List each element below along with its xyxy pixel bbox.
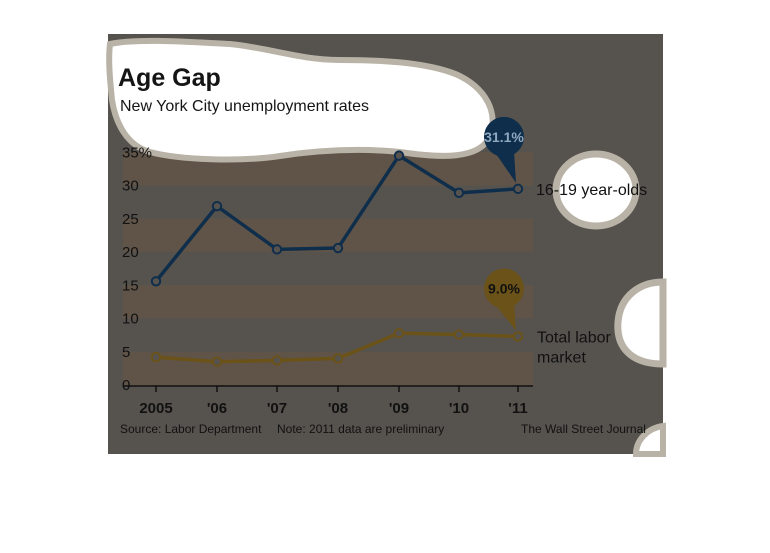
right-blob-top [552, 150, 640, 230]
x-axis: 2005 '06 '07 '08 '09 '10 '11 [123, 385, 533, 417]
series-1-point [332, 242, 344, 254]
y-axis-ticks: 35%302520151050 [122, 144, 152, 394]
grid-bands [123, 152, 533, 385]
x-tick-label: '10 [449, 400, 469, 417]
y-tick-label: 35% [122, 144, 152, 161]
grid-band-4 [123, 351, 533, 385]
callouts: 31.1% 9.0% [484, 116, 524, 331]
chart-subtitle: New York City unemployment rates [120, 98, 369, 115]
y-tick-label: 20 [122, 244, 139, 261]
right-blob-middle [614, 278, 667, 368]
series-1-point [271, 244, 283, 255]
series-1-point [512, 183, 524, 195]
series-2-point [271, 355, 283, 366]
x-tick-label: '08 [328, 400, 348, 417]
y-tick-label: 10 [122, 311, 139, 328]
series-labels: 16-19 year-olds Total labor market [536, 182, 647, 367]
credit-note: The Wall Street Journal [521, 422, 646, 436]
series-2-point [332, 353, 344, 364]
y-tick-label: 25 [122, 211, 139, 228]
series-1-point [150, 276, 162, 287]
title-blob [106, 37, 496, 163]
series-1-point [453, 187, 465, 199]
callout-bubble [484, 116, 524, 157]
series-layer [150, 150, 524, 367]
chart-title: Age Gap [118, 64, 221, 92]
source-note: Source: Labor Department [120, 422, 262, 436]
x-tick-label: '06 [207, 400, 227, 417]
x-tick-label: '11 [508, 400, 527, 417]
series-label-total: Total labor [537, 329, 611, 346]
callout-pointer [496, 151, 516, 183]
x-tick-label: '09 [389, 400, 409, 417]
series-2-point [211, 356, 223, 367]
x-tick-label: 2005 [139, 400, 172, 417]
series-2-point [453, 329, 465, 340]
series-2-point [150, 351, 162, 363]
series-1-point [211, 200, 223, 212]
series-2-point [512, 331, 524, 342]
callout-bubble [484, 268, 524, 309]
grid-band-3 [123, 285, 533, 319]
series-label-total: market [537, 349, 586, 366]
series-2-point [393, 327, 405, 339]
callout-value: 9.0% [488, 280, 520, 296]
x-tick-label: '07 [267, 400, 287, 417]
y-tick-label: 5 [122, 344, 130, 361]
data-note: Note: 2011 data are preliminary [277, 422, 444, 436]
y-tick-label: 30 [122, 178, 139, 195]
series-1-point [393, 150, 405, 161]
decorative-blobs [106, 37, 667, 457]
series-label-teens: 16-19 year-olds [536, 182, 647, 199]
callout-pointer [496, 303, 516, 331]
right-blob-bottom [632, 422, 666, 457]
y-tick-label: 15 [122, 277, 139, 294]
callout-value: 31.1% [484, 129, 524, 145]
